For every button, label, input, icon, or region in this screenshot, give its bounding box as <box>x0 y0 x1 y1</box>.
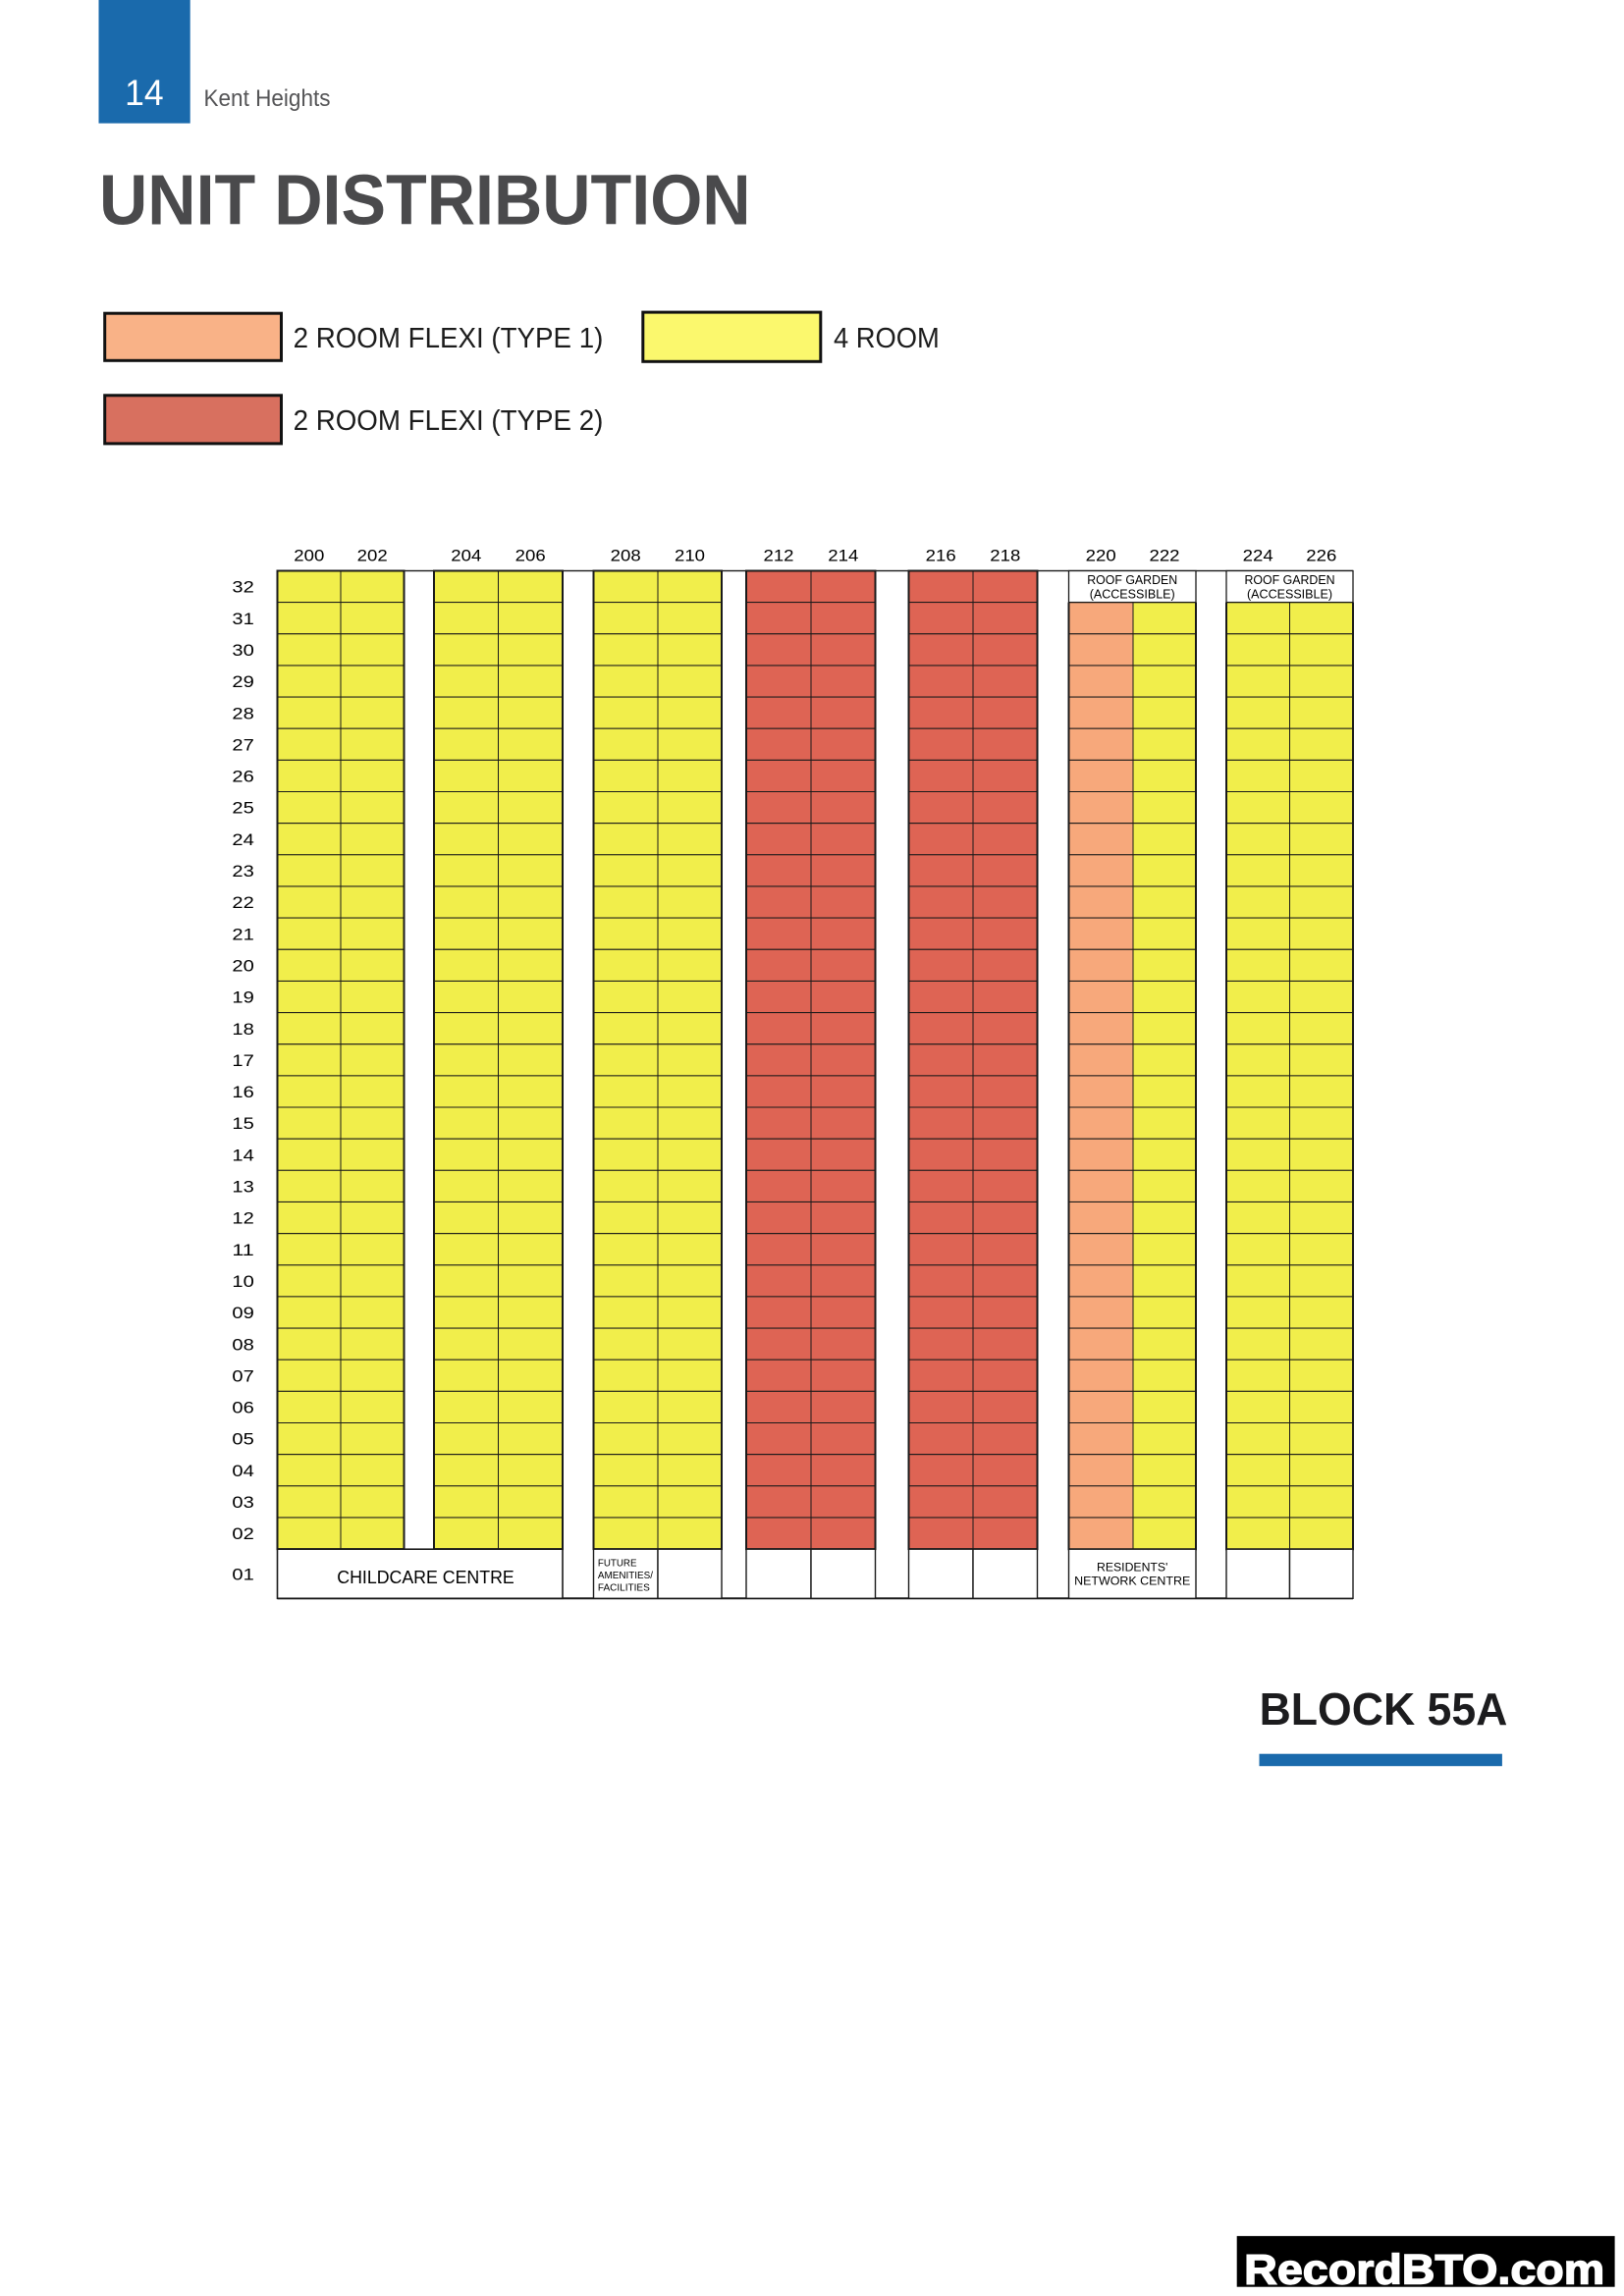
svg-text:30: 30 <box>232 641 253 660</box>
svg-text:226: 226 <box>1306 547 1336 565</box>
svg-text:32: 32 <box>232 578 253 597</box>
svg-text:21: 21 <box>232 925 253 943</box>
svg-text:202: 202 <box>357 547 388 565</box>
svg-text:Kent Heights: Kent Heights <box>204 85 331 112</box>
svg-text:206: 206 <box>515 547 546 565</box>
svg-text:214: 214 <box>828 547 858 565</box>
svg-text:06: 06 <box>232 1399 253 1417</box>
svg-text:16: 16 <box>232 1083 253 1101</box>
svg-text:20: 20 <box>232 957 253 976</box>
svg-text:RecordBTO.com: RecordBTO.com <box>1244 2247 1604 2294</box>
svg-text:27: 27 <box>232 735 253 754</box>
svg-text:(ACCESSIBLE): (ACCESSIBLE) <box>1090 588 1175 602</box>
svg-text:25: 25 <box>232 799 253 818</box>
svg-text:22: 22 <box>232 893 253 912</box>
svg-text:23: 23 <box>232 862 253 881</box>
svg-text:ROOF GARDEN: ROOF GARDEN <box>1245 573 1335 587</box>
svg-text:10: 10 <box>232 1272 253 1291</box>
svg-text:222: 222 <box>1150 547 1180 565</box>
svg-text:RESIDENTS': RESIDENTS' <box>1097 1560 1167 1574</box>
svg-text:18: 18 <box>232 1020 253 1039</box>
svg-text:29: 29 <box>232 672 253 691</box>
svg-text:218: 218 <box>990 547 1020 565</box>
svg-text:210: 210 <box>675 547 705 565</box>
svg-text:AMENITIES/: AMENITIES/ <box>598 1571 653 1581</box>
svg-text:2 ROOM FLEXI (TYPE 1): 2 ROOM FLEXI (TYPE 1) <box>294 322 604 353</box>
svg-text:07: 07 <box>232 1366 253 1385</box>
svg-text:NETWORK CENTRE: NETWORK CENTRE <box>1074 1575 1190 1588</box>
svg-text:09: 09 <box>232 1304 253 1322</box>
svg-text:ROOF GARDEN: ROOF GARDEN <box>1087 573 1177 587</box>
svg-text:216: 216 <box>926 547 956 565</box>
svg-text:19: 19 <box>232 988 253 1007</box>
svg-text:02: 02 <box>232 1524 253 1543</box>
svg-text:31: 31 <box>232 610 253 628</box>
svg-text:212: 212 <box>764 547 794 565</box>
svg-text:05: 05 <box>232 1430 253 1449</box>
svg-text:08: 08 <box>232 1335 253 1354</box>
svg-text:CHILDCARE CENTRE: CHILDCARE CENTRE <box>337 1567 514 1587</box>
svg-text:03: 03 <box>232 1493 253 1512</box>
svg-text:12: 12 <box>232 1209 253 1228</box>
svg-text:(ACCESSIBLE): (ACCESSIBLE) <box>1247 588 1332 602</box>
svg-text:28: 28 <box>232 704 253 722</box>
svg-text:4 ROOM: 4 ROOM <box>834 322 940 353</box>
svg-text:220: 220 <box>1086 547 1116 565</box>
svg-text:01: 01 <box>232 1565 253 1583</box>
svg-text:14: 14 <box>125 72 164 113</box>
svg-text:2 ROOM FLEXI (TYPE 2): 2 ROOM FLEXI (TYPE 2) <box>294 404 604 436</box>
svg-text:24: 24 <box>232 830 253 849</box>
svg-text:15: 15 <box>232 1114 253 1133</box>
svg-text:04: 04 <box>232 1462 253 1480</box>
svg-text:26: 26 <box>232 768 253 786</box>
svg-text:FUTURE: FUTURE <box>598 1559 637 1570</box>
svg-text:200: 200 <box>294 547 324 565</box>
svg-text:224: 224 <box>1243 547 1273 565</box>
svg-text:14: 14 <box>232 1146 253 1164</box>
svg-text:13: 13 <box>232 1178 253 1197</box>
svg-text:204: 204 <box>451 547 481 565</box>
svg-text:17: 17 <box>232 1051 253 1070</box>
svg-text:BLOCK 55A: BLOCK 55A <box>1260 1683 1508 1735</box>
svg-text:FACILITIES: FACILITIES <box>598 1583 650 1594</box>
svg-text:208: 208 <box>611 547 641 565</box>
svg-text:11: 11 <box>232 1241 253 1259</box>
svg-text:UNIT DISTRIBUTION: UNIT DISTRIBUTION <box>99 162 751 240</box>
